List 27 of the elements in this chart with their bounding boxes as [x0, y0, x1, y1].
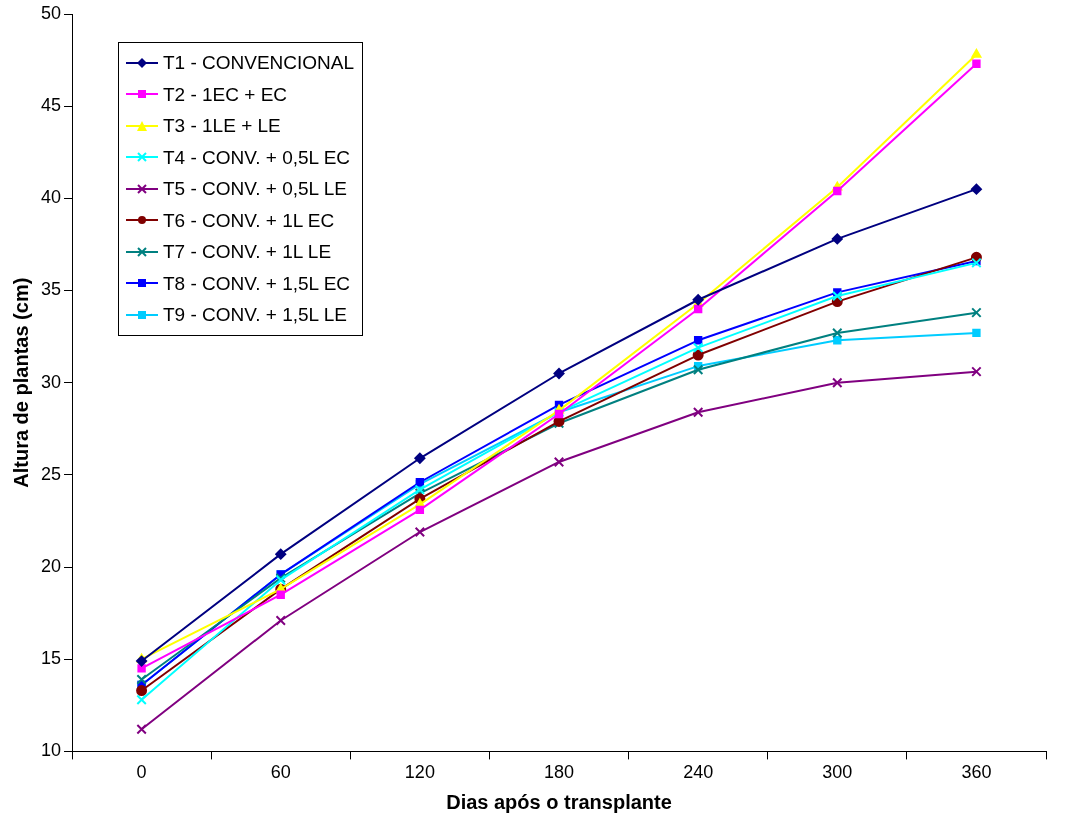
- legend-label: T9 - CONV. + 1,5L LE: [163, 303, 347, 327]
- x-tick-label: 360: [961, 762, 992, 783]
- legend-label: T8 - CONV. + 1,5L EC: [163, 271, 351, 296]
- y-tick-label: 30: [40, 371, 62, 392]
- legend-label: T4 - CONV. + 0,5L EC: [163, 145, 351, 170]
- y-tick-label: 10: [40, 740, 62, 761]
- y-tick-label: 45: [40, 95, 62, 116]
- y-tick-label: 35: [40, 279, 62, 300]
- x-tick-label: 300: [822, 762, 853, 783]
- x-tick-label: 60: [270, 762, 291, 783]
- x-tick-label: 0: [136, 762, 147, 783]
- legend-label: T3 - 1LE + LE: [163, 114, 281, 138]
- legend-label: T2 - 1EC + EC: [163, 82, 288, 107]
- y-tick-label: 20: [40, 556, 62, 577]
- y-tick-label: 50: [40, 2, 62, 23]
- x-tick-label: 180: [543, 762, 575, 783]
- y-tick-label: 40: [40, 187, 62, 208]
- x-tick-label: 240: [683, 762, 714, 783]
- y-tick-label: 15: [40, 648, 62, 669]
- legend-label: T6 - CONV. + 1L EC: [163, 208, 335, 233]
- legend-label: T7 - CONV. + 1L LE: [163, 240, 332, 264]
- y-tick-label: 25: [40, 463, 62, 484]
- y-axis-title: Altura de plantas (cm): [9, 277, 32, 488]
- x-axis-title: Dias após o transplante: [446, 790, 672, 813]
- legend-label: T1 - CONVENCIONAL: [163, 51, 355, 75]
- x-tick-label: 120: [404, 762, 435, 783]
- legend-label: T5 - CONV. + 0,5L LE: [163, 177, 347, 201]
